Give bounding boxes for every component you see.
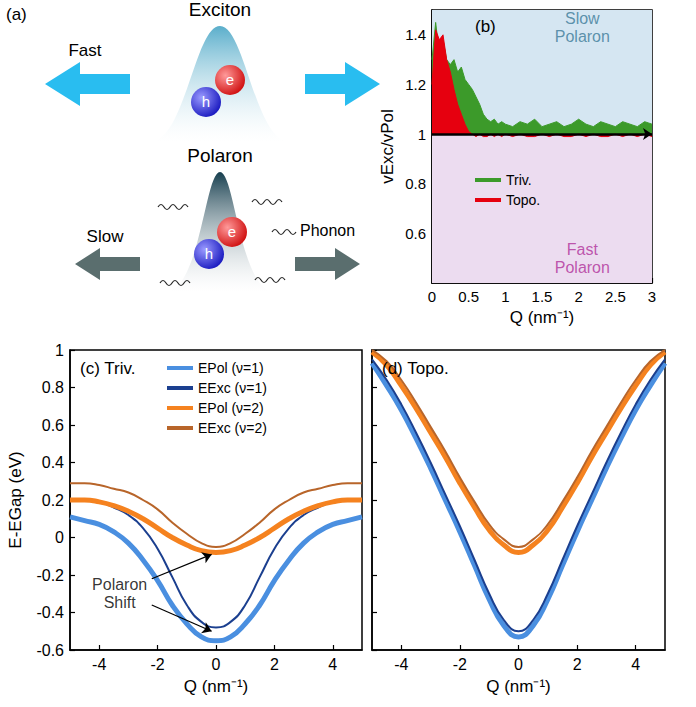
svg-text:Q (nm⁻¹): Q (nm⁻¹) bbox=[184, 677, 249, 696]
svg-text:0: 0 bbox=[514, 656, 523, 673]
svg-text:-0.4: -0.4 bbox=[36, 604, 64, 621]
svg-text:3: 3 bbox=[648, 288, 656, 305]
svg-text:Topo.: Topo. bbox=[506, 192, 540, 208]
svg-text:EExc (ν=1): EExc (ν=1) bbox=[198, 380, 267, 396]
svg-text:0: 0 bbox=[428, 288, 436, 305]
svg-text:1.5: 1.5 bbox=[532, 288, 553, 305]
svg-text:0.6: 0.6 bbox=[42, 417, 64, 434]
svg-text:Shift: Shift bbox=[104, 594, 137, 611]
svg-text:1: 1 bbox=[418, 126, 426, 143]
svg-text:Polaron: Polaron bbox=[555, 28, 610, 45]
svg-text:EPol (ν=1): EPol (ν=1) bbox=[198, 360, 264, 376]
svg-text:1: 1 bbox=[55, 342, 64, 359]
svg-text:-4: -4 bbox=[394, 656, 408, 673]
svg-text:4: 4 bbox=[631, 656, 640, 673]
svg-text:Q (nm⁻¹): Q (nm⁻¹) bbox=[486, 677, 551, 696]
svg-text:-4: -4 bbox=[92, 656, 106, 673]
svg-text:-2: -2 bbox=[150, 656, 164, 673]
svg-text:-0.6: -0.6 bbox=[36, 642, 64, 659]
svg-text:Exciton: Exciton bbox=[189, 0, 251, 20]
svg-text:1.2: 1.2 bbox=[405, 76, 426, 93]
svg-text:E-EGap (eV): E-EGap (eV) bbox=[6, 451, 25, 548]
svg-text:Slow: Slow bbox=[565, 10, 600, 27]
svg-text:2: 2 bbox=[270, 656, 279, 673]
svg-text:Phonon: Phonon bbox=[300, 222, 355, 239]
svg-text:1.4: 1.4 bbox=[405, 26, 426, 43]
svg-text:0: 0 bbox=[55, 529, 64, 546]
svg-text:2.5: 2.5 bbox=[605, 288, 626, 305]
svg-text:-0.2: -0.2 bbox=[36, 567, 64, 584]
svg-text:e: e bbox=[228, 223, 236, 240]
svg-text:Polaron: Polaron bbox=[555, 259, 610, 276]
svg-text:0.8: 0.8 bbox=[42, 379, 64, 396]
svg-text:Q (nm⁻¹): Q (nm⁻¹) bbox=[510, 308, 575, 327]
svg-text:0.6: 0.6 bbox=[405, 225, 426, 242]
svg-text:Triv.: Triv. bbox=[506, 172, 532, 188]
svg-text:EPol (ν=2): EPol (ν=2) bbox=[198, 400, 264, 416]
svg-text:Fast: Fast bbox=[68, 41, 101, 60]
svg-text:Polaron: Polaron bbox=[92, 576, 147, 593]
svg-text:0: 0 bbox=[212, 656, 221, 673]
svg-text:h: h bbox=[202, 93, 210, 110]
svg-text:-2: -2 bbox=[453, 656, 467, 673]
svg-text:0.4: 0.4 bbox=[42, 454, 64, 471]
svg-text:0.2: 0.2 bbox=[42, 492, 64, 509]
svg-text:Polaron: Polaron bbox=[187, 145, 253, 166]
svg-text:Slow: Slow bbox=[87, 227, 125, 246]
svg-text:(d) Topo.: (d) Topo. bbox=[382, 359, 449, 378]
svg-text:(b): (b) bbox=[475, 17, 496, 36]
svg-text:4: 4 bbox=[328, 656, 337, 673]
svg-text:EExc (ν=2): EExc (ν=2) bbox=[198, 420, 267, 436]
svg-text:0.8: 0.8 bbox=[405, 175, 426, 192]
svg-text:1: 1 bbox=[501, 288, 509, 305]
svg-text:0.5: 0.5 bbox=[458, 288, 479, 305]
svg-text:Fast: Fast bbox=[567, 241, 599, 258]
svg-text:(c) Triv.: (c) Triv. bbox=[80, 359, 135, 378]
svg-text:(a): (a) bbox=[6, 5, 27, 24]
svg-text:vExc/vPol: vExc/vPol bbox=[378, 109, 397, 184]
svg-text:2: 2 bbox=[574, 288, 582, 305]
svg-text:2: 2 bbox=[573, 656, 582, 673]
svg-text:h: h bbox=[205, 245, 213, 262]
svg-text:e: e bbox=[226, 71, 234, 88]
